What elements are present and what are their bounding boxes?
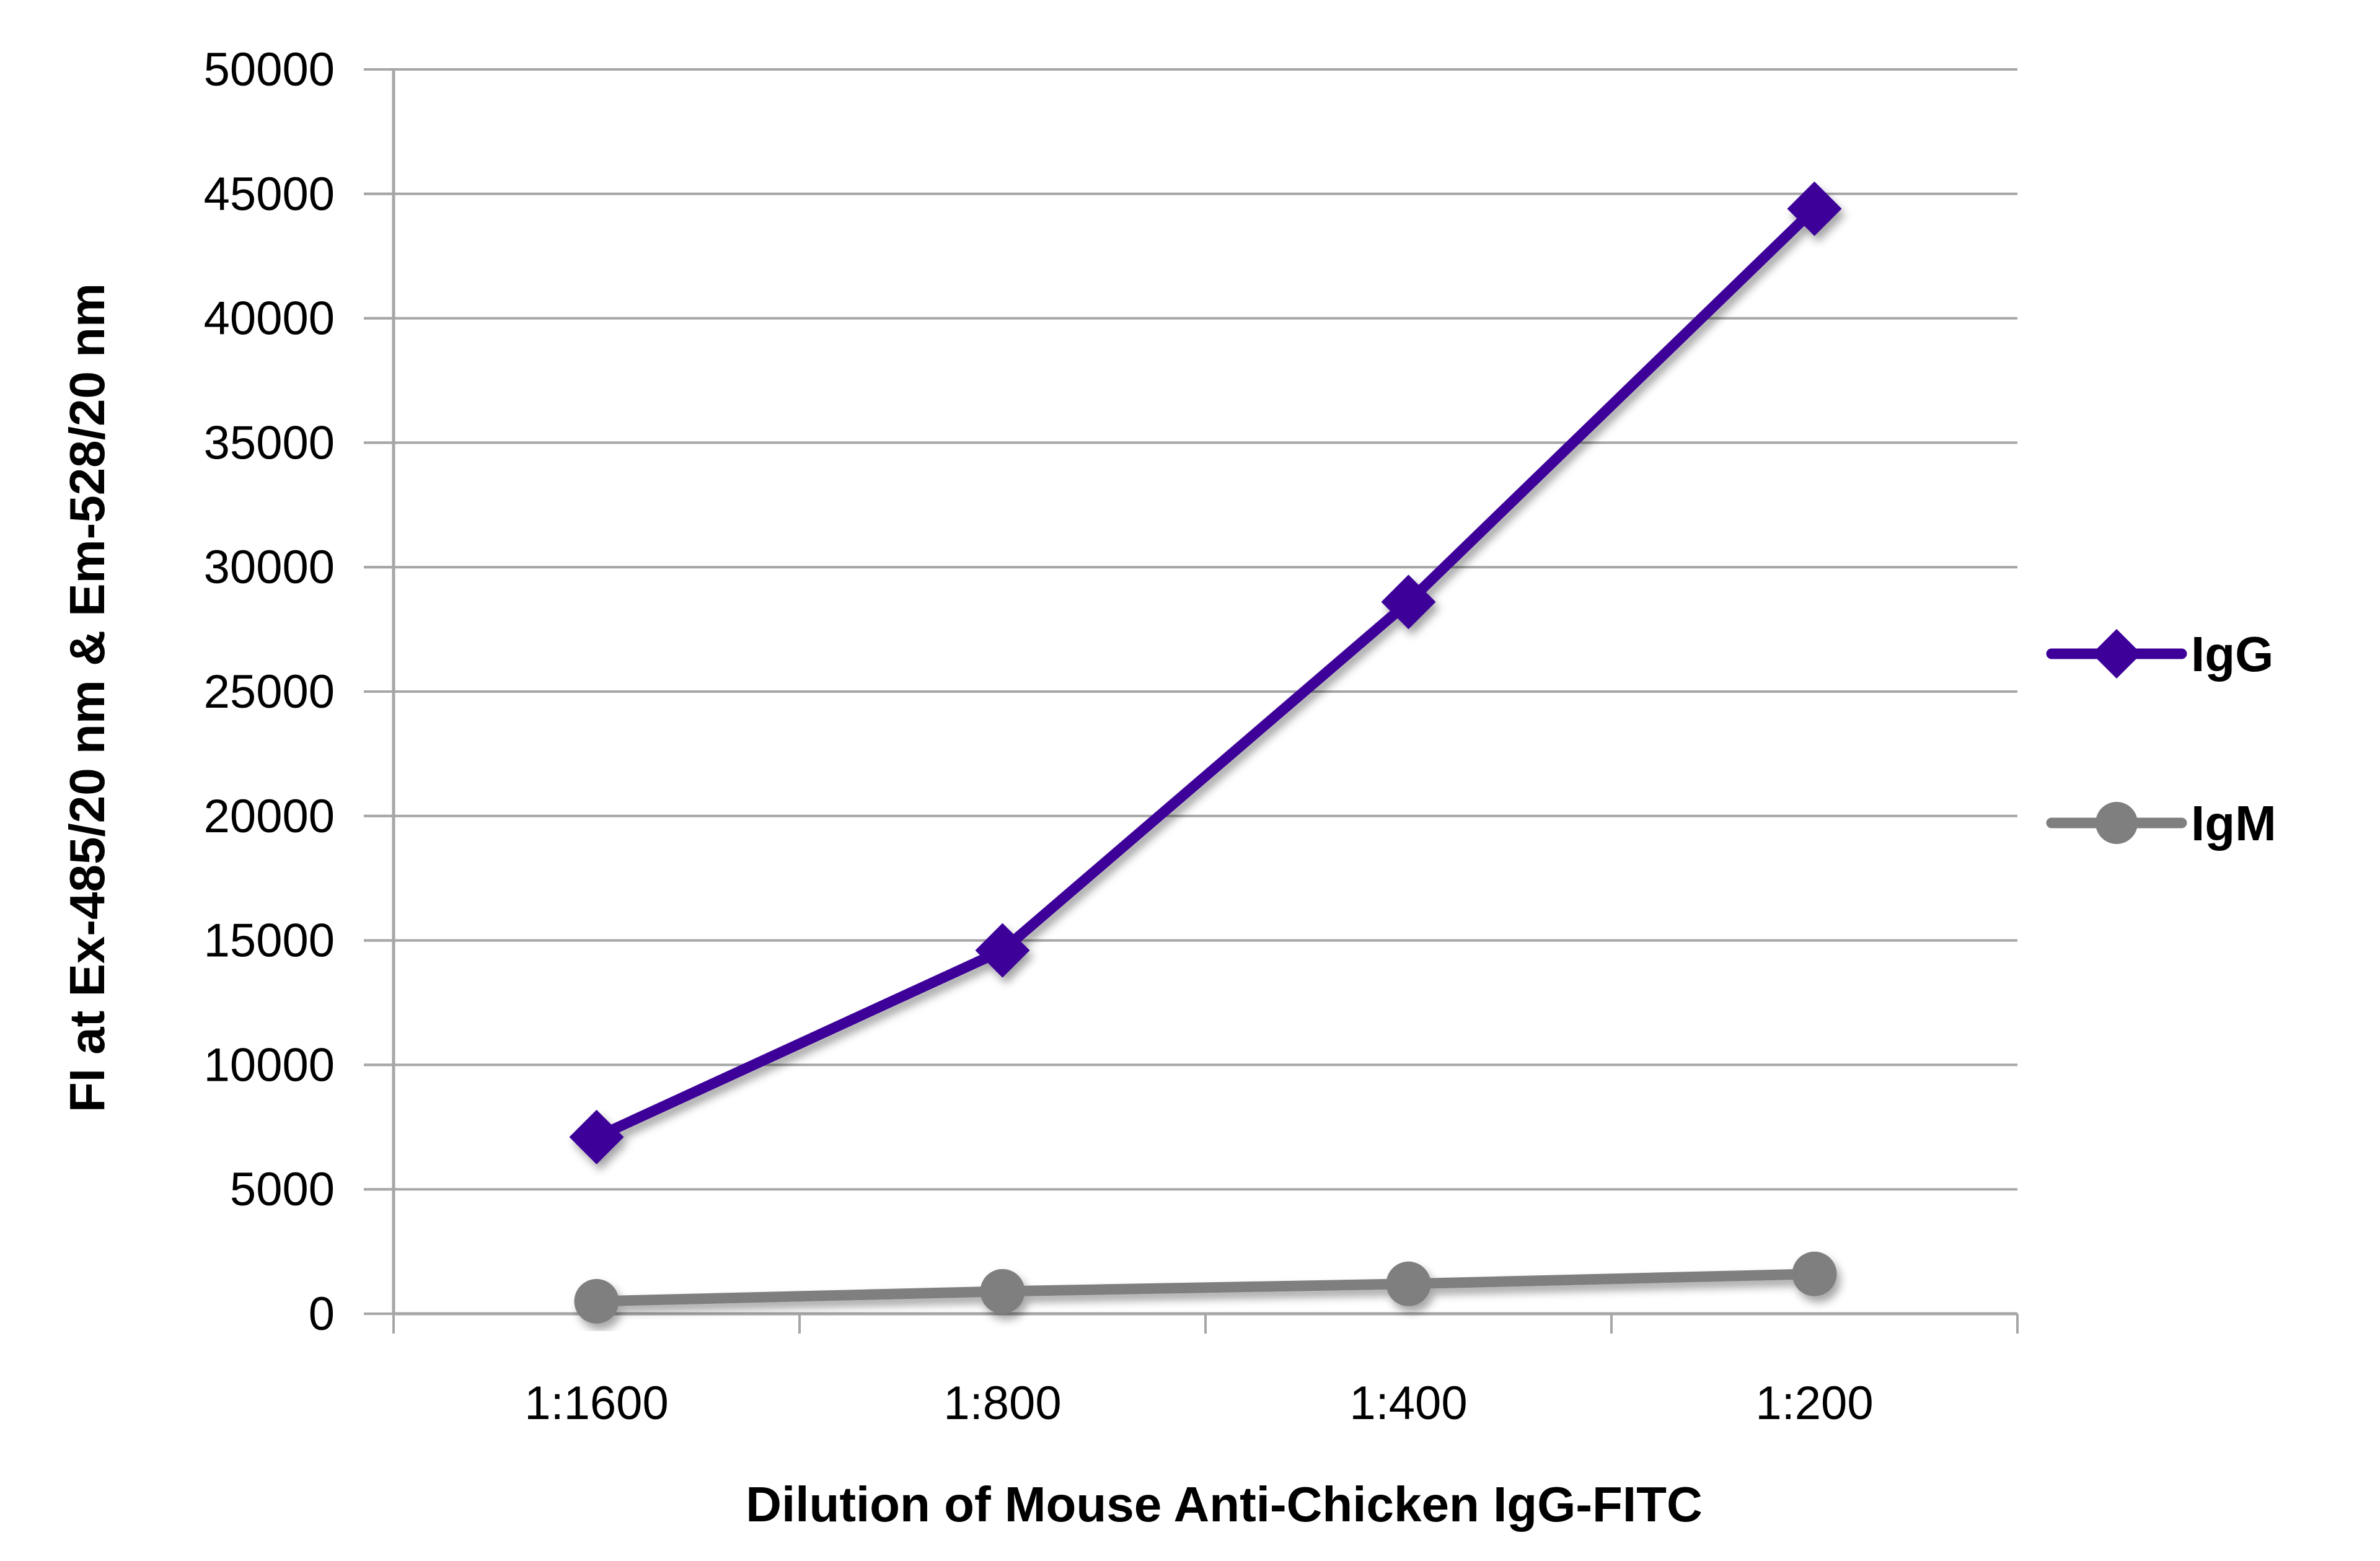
series-igm <box>574 1251 1837 1324</box>
data-point-igm <box>1386 1261 1431 1306</box>
legend-marker <box>2096 802 2138 844</box>
data-point-igm <box>980 1269 1025 1314</box>
x-axis-title: Dilution of Mouse Anti-Chicken IgG-FITC <box>746 1477 1703 1532</box>
y-tick-label: 15000 <box>204 915 335 967</box>
data-point-igg <box>1381 574 1436 630</box>
legend-label: IgG <box>2191 627 2273 682</box>
legend: IgG IgM <box>2046 627 2276 851</box>
x-tick-label: 1:200 <box>1755 1377 1873 1430</box>
data-point-igg <box>1787 181 1842 236</box>
axes: 0 5000 10000 15000 20000 25000 30000 35000 40000… <box>204 43 2019 1430</box>
data-point-igg <box>975 923 1030 978</box>
series-igg <box>569 181 1842 1164</box>
series-line-igm <box>591 1269 1820 1307</box>
legend-label: IgM <box>2191 796 2276 851</box>
y-tick-label: 35000 <box>204 416 335 469</box>
gridlines <box>364 68 2017 1191</box>
series-group <box>569 181 1842 1324</box>
x-tick-label: 1:800 <box>943 1377 1061 1430</box>
series-line-igg <box>591 203 1820 1143</box>
y-tick-label: 30000 <box>204 541 335 594</box>
y-tick-label: 0 <box>309 1288 335 1340</box>
y-tick-label: 40000 <box>204 292 335 345</box>
data-point-igm <box>1792 1251 1837 1296</box>
y-tick-label: 45000 <box>204 168 335 221</box>
y-tick-label: 20000 <box>204 790 335 843</box>
x-tick-label: 1:400 <box>1349 1377 1467 1430</box>
y-tick-label: 25000 <box>204 666 335 718</box>
y-axis-title: FI at Ex-485/20 nm & Em-528/20 nm <box>60 283 115 1112</box>
legend-item-igm: IgM <box>2046 796 2276 851</box>
legend-marker <box>2092 629 2141 679</box>
y-tick-label: 10000 <box>204 1039 335 1091</box>
legend-item-igg: IgG <box>2046 627 2273 682</box>
x-tick-label: 1:1600 <box>524 1377 668 1430</box>
data-point-igm <box>574 1278 619 1324</box>
y-tick-label: 5000 <box>230 1163 335 1216</box>
data-point-igg <box>569 1109 624 1164</box>
y-tick-label: 50000 <box>204 43 335 96</box>
